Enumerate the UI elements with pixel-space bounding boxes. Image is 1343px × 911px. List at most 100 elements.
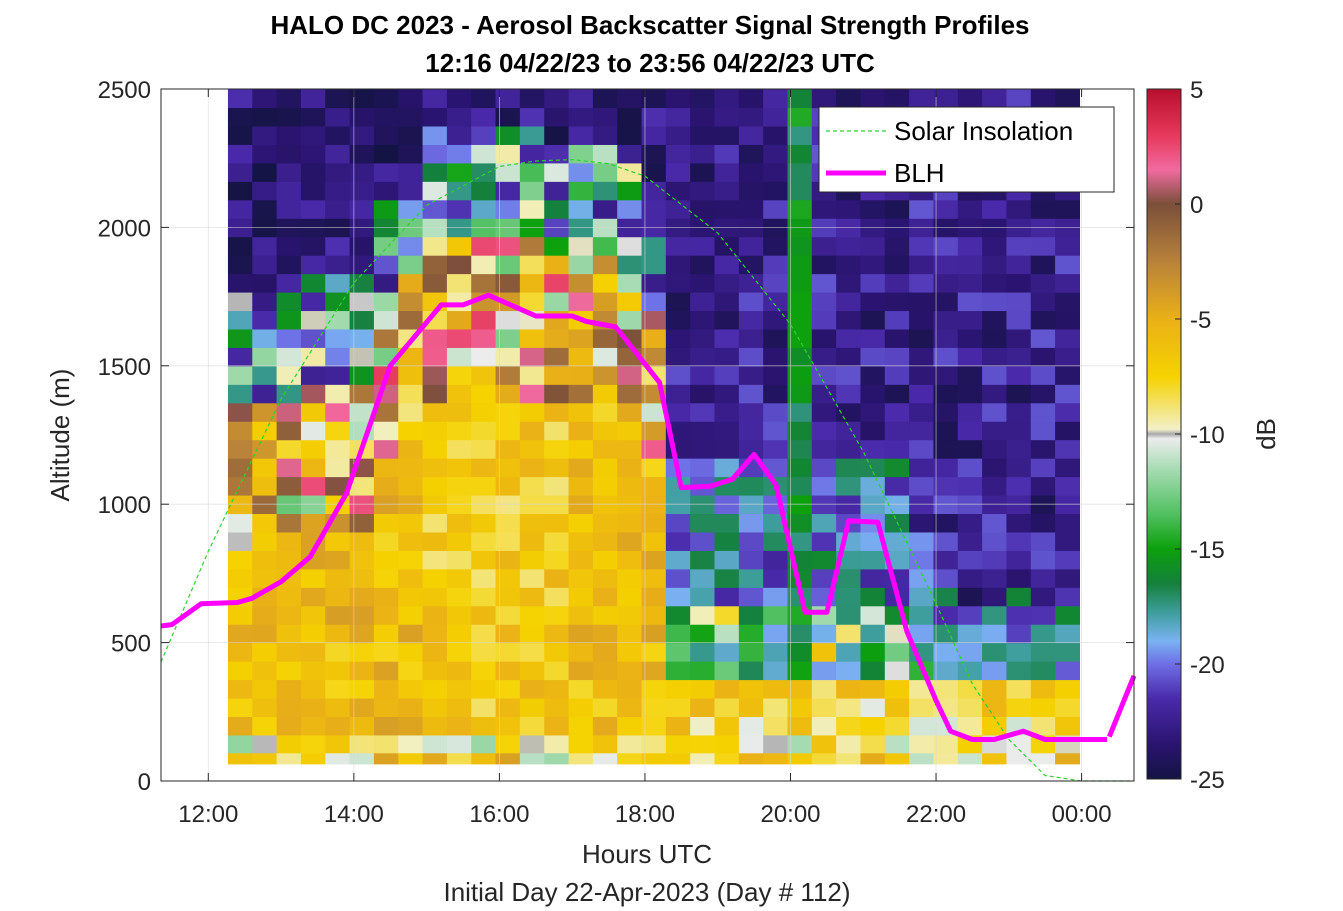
y-tick-label: 500 bbox=[111, 631, 151, 658]
heatmap-cell bbox=[714, 458, 740, 478]
heatmap-cell bbox=[811, 697, 837, 718]
heatmap-cell bbox=[495, 144, 521, 164]
heatmap-cell bbox=[373, 476, 399, 496]
heatmap-cell bbox=[592, 587, 618, 607]
heatmap-cell bbox=[957, 199, 983, 219]
heatmap-cell bbox=[787, 328, 813, 348]
heatmap-cell bbox=[787, 753, 813, 765]
heatmap-cell bbox=[446, 587, 472, 607]
heatmap-cell bbox=[909, 550, 935, 570]
heatmap-cell bbox=[373, 402, 399, 422]
y-axis-ticks: 0 500 1000 1500 2000 2500 bbox=[98, 77, 1134, 796]
heatmap-cell bbox=[1030, 624, 1056, 644]
heatmap-cell bbox=[982, 531, 1008, 551]
heatmap-cell bbox=[446, 605, 472, 625]
heatmap-cell bbox=[519, 384, 545, 404]
heatmap-cell bbox=[227, 476, 253, 496]
heatmap-cell bbox=[446, 421, 472, 441]
heatmap-cell bbox=[592, 421, 618, 441]
heatmap-cell bbox=[1030, 89, 1056, 109]
heatmap-cell bbox=[398, 291, 424, 312]
heatmap-cell bbox=[860, 624, 886, 644]
heatmap-cell bbox=[495, 199, 521, 219]
heatmap-cell bbox=[227, 384, 253, 404]
heatmap-cell bbox=[909, 458, 935, 478]
heatmap-cell bbox=[252, 568, 278, 588]
heatmap-cell bbox=[738, 255, 764, 275]
heatmap-cell bbox=[252, 476, 278, 496]
heatmap-cell bbox=[933, 328, 959, 348]
heatmap-cell bbox=[690, 236, 716, 256]
heatmap-cell bbox=[276, 421, 302, 441]
heatmap-cell bbox=[641, 310, 667, 330]
heatmap-cell bbox=[592, 624, 618, 644]
heatmap-cell bbox=[592, 605, 618, 625]
heatmap-cell bbox=[714, 587, 740, 607]
heatmap-cell bbox=[811, 513, 837, 533]
heatmap-cell bbox=[446, 144, 472, 164]
heatmap-cell bbox=[714, 347, 740, 367]
heatmap-cell bbox=[763, 439, 789, 459]
heatmap-cell bbox=[665, 476, 691, 496]
x-tick-label: 16:00 bbox=[469, 801, 529, 828]
heatmap-cell bbox=[763, 550, 789, 570]
heatmap-cell bbox=[933, 236, 959, 256]
heatmap-cell bbox=[909, 531, 935, 551]
heatmap-cell bbox=[836, 734, 862, 754]
heatmap-cell bbox=[787, 89, 813, 109]
heatmap-cell bbox=[763, 125, 789, 145]
heatmap-cell bbox=[544, 421, 570, 441]
heatmap-cell bbox=[495, 89, 521, 109]
heatmap-cell bbox=[690, 199, 716, 219]
heatmap-cell bbox=[544, 365, 570, 385]
heatmap-cell bbox=[1030, 402, 1056, 422]
heatmap-cell bbox=[1006, 439, 1032, 459]
heatmap-cell bbox=[325, 181, 351, 201]
heatmap-cell bbox=[811, 255, 837, 275]
heatmap-cell bbox=[884, 476, 910, 496]
heatmap-cell bbox=[763, 716, 789, 736]
heatmap-cell bbox=[617, 273, 643, 293]
heatmap-cell bbox=[349, 734, 375, 754]
heatmap-cell bbox=[884, 291, 910, 312]
heatmap-cell bbox=[422, 384, 448, 404]
heatmap-cell bbox=[300, 458, 326, 478]
heatmap-cell bbox=[641, 162, 667, 182]
heatmap-cell bbox=[471, 384, 497, 404]
heatmap-cell bbox=[714, 421, 740, 441]
heatmap-cell bbox=[617, 199, 643, 219]
heatmap-cell bbox=[300, 661, 326, 681]
heatmap-cell bbox=[811, 421, 837, 441]
heatmap-cell bbox=[592, 679, 618, 699]
heatmap-cell bbox=[1030, 439, 1056, 459]
heatmap-cell bbox=[495, 328, 521, 348]
heatmap-cell bbox=[592, 753, 618, 765]
heatmap-cell bbox=[398, 162, 424, 182]
heatmap-cell bbox=[933, 439, 959, 459]
heatmap-cell bbox=[276, 384, 302, 404]
heatmap-cell bbox=[276, 642, 302, 662]
heatmap-cell bbox=[592, 531, 618, 551]
heatmap-cell bbox=[422, 642, 448, 662]
heatmap-cell bbox=[884, 384, 910, 404]
heatmap-cell bbox=[325, 365, 351, 385]
heatmap-cell bbox=[495, 125, 521, 145]
heatmap-cell bbox=[349, 679, 375, 699]
heatmap-cell bbox=[300, 384, 326, 404]
heatmap-cell bbox=[471, 697, 497, 718]
heatmap-cell bbox=[1030, 513, 1056, 533]
heatmap-cell bbox=[836, 624, 862, 644]
heatmap-cell bbox=[471, 89, 497, 109]
heatmap-cell bbox=[422, 624, 448, 644]
heatmap-cell bbox=[592, 144, 618, 164]
heatmap-cell bbox=[519, 162, 545, 182]
heatmap-cell bbox=[373, 716, 399, 736]
heatmap-cell bbox=[884, 753, 910, 765]
heatmap-cell bbox=[544, 273, 570, 293]
heatmap-cell bbox=[714, 162, 740, 182]
heatmap-cell bbox=[933, 734, 959, 754]
heatmap-cell bbox=[349, 199, 375, 219]
x-axis-label: Hours UTC bbox=[582, 839, 712, 869]
heatmap-cell bbox=[714, 753, 740, 765]
heatmap-cell bbox=[714, 697, 740, 718]
